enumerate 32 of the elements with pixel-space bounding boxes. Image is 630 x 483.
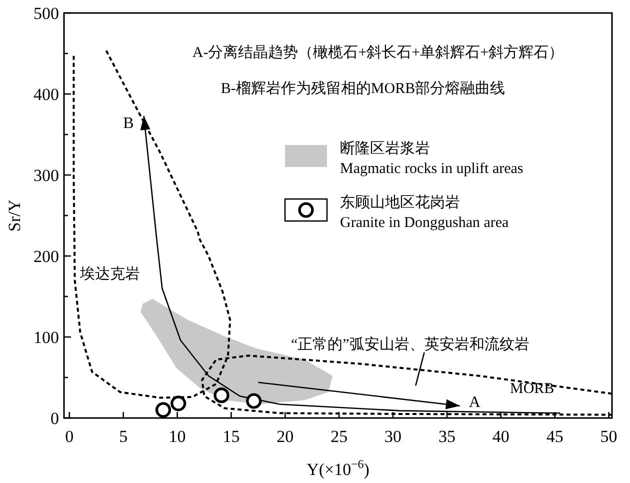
y-tick-label: 400 bbox=[34, 85, 59, 104]
y-tick-label: 500 bbox=[34, 4, 59, 23]
x-tick-label: 40 bbox=[492, 427, 510, 446]
x-tick-label: 35 bbox=[438, 427, 456, 446]
point bbox=[170, 396, 186, 412]
annotation: A-分离结晶趋势（橄榄石+斜长石+单斜辉石+斜方辉石） bbox=[192, 44, 564, 61]
annotation: 埃达克岩 bbox=[79, 266, 140, 283]
annotation: B-榴辉岩作为残留相的MORB部分熔融曲线 bbox=[220, 80, 506, 97]
point bbox=[155, 402, 172, 418]
y-tick-label: 300 bbox=[34, 166, 59, 185]
y-axis-title: Sr/Y bbox=[5, 199, 24, 232]
x-tick-label: 20 bbox=[276, 427, 294, 446]
legend-label: 断隆区岩浆岩 Magmatic rocks in uplift areas bbox=[340, 140, 524, 177]
annotation: A bbox=[468, 394, 481, 411]
y-tick-label: 100 bbox=[34, 328, 59, 347]
x-tick-label: 5 bbox=[119, 427, 128, 446]
x-tick-label: 25 bbox=[330, 427, 348, 446]
x-tick-label: 30 bbox=[384, 427, 402, 446]
x-tick-label: 15 bbox=[222, 427, 240, 446]
legend-label: 东顾山地区花岗岩 Granite in Donggushan area bbox=[340, 194, 510, 231]
y-tick-label: 200 bbox=[34, 247, 59, 266]
x-axis-title: Y(×10$^{−6}$) bbox=[306, 457, 370, 479]
annotation: “正常的”弧安山岩、英安岩和流纹岩 bbox=[291, 336, 530, 353]
x-tick-label: 50 bbox=[600, 427, 618, 446]
x-tick-label: 45 bbox=[546, 427, 564, 446]
annotation: MORB bbox=[510, 381, 554, 397]
point bbox=[214, 388, 230, 404]
annotation: B bbox=[123, 114, 134, 132]
point bbox=[246, 393, 262, 409]
x-tick-label: 10 bbox=[168, 427, 186, 446]
y-tick-label: 0 bbox=[50, 409, 59, 428]
x-tick-label: 0 bbox=[65, 427, 74, 446]
